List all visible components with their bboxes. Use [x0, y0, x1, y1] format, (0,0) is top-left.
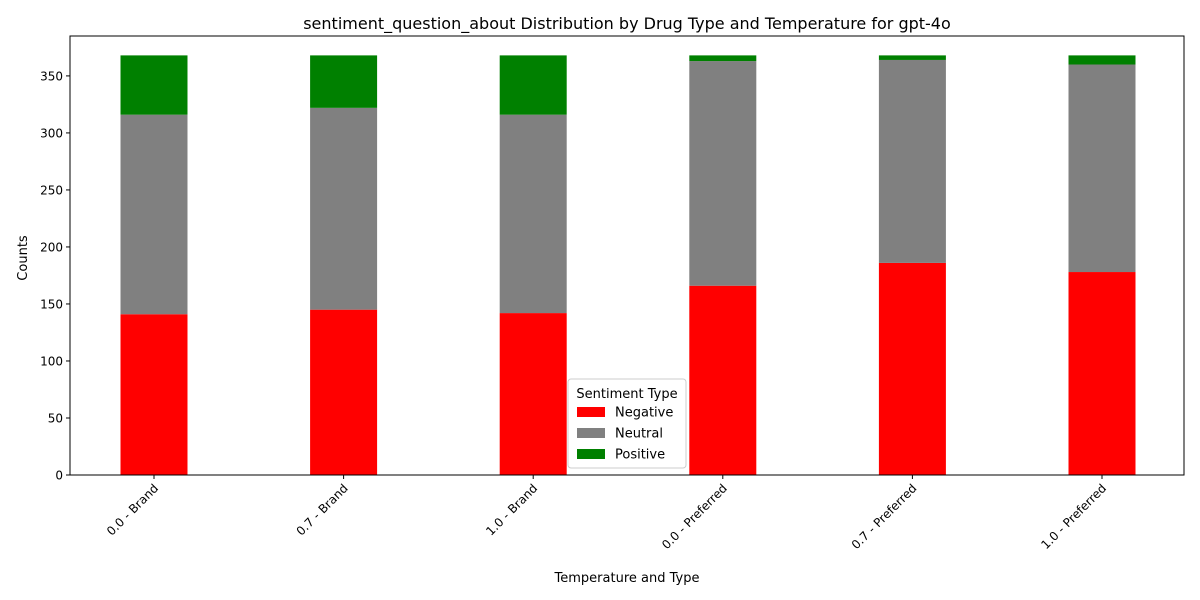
- legend-box: [567, 378, 687, 469]
- bar-positive: [120, 55, 188, 115]
- legend-label-neutral: Neutral: [615, 427, 663, 442]
- bar-negative: [499, 313, 567, 475]
- x-tick-label: 0.0 - Preferred: [659, 481, 730, 552]
- bar-negative: [878, 262, 946, 475]
- chart-title: sentiment_question_about Distribution by…: [303, 14, 951, 34]
- y-tick-label: 0: [55, 469, 63, 483]
- plot-area: 0 50 100 150 200 250 300 350 0.0 - Brand 0.7 - Br…: [40, 35, 1185, 552]
- plot-frame: [69, 35, 1185, 476]
- bar-negative: [1068, 272, 1136, 475]
- bar-neutral: [1068, 64, 1136, 273]
- bar-neutral: [310, 107, 378, 310]
- bar-neutral: [499, 114, 567, 314]
- x-axis-label: Temperature and Type: [554, 571, 700, 586]
- y-tick-label: 200: [40, 240, 63, 254]
- x-tick-label: 0.0 - Brand: [104, 481, 161, 538]
- x-tick-label: 0.7 - Preferred: [849, 481, 920, 552]
- bar-negative: [689, 285, 757, 475]
- legend-swatch-negative: [577, 407, 605, 417]
- bar-positive: [499, 55, 567, 115]
- legend: Sentiment Type Negative Neutral Positive: [567, 378, 687, 469]
- legend-swatch-neutral: [577, 428, 605, 438]
- bar-positive: [689, 55, 757, 62]
- bar-positive: [1068, 55, 1136, 65]
- bar-neutral: [878, 59, 946, 263]
- bar-neutral: [689, 61, 757, 286]
- bar-neutral: [120, 114, 188, 315]
- legend-title: Sentiment Type: [576, 387, 677, 402]
- x-tick-label: 1.0 - Preferred: [1038, 481, 1109, 552]
- y-tick-label: 150: [40, 297, 63, 311]
- y-tick-label: 100: [40, 354, 63, 368]
- bar-positive: [310, 55, 378, 108]
- x-tick-label: 0.7 - Brand: [294, 481, 351, 538]
- bar-positive: [878, 55, 946, 60]
- y-tick-label: 50: [48, 411, 63, 425]
- y-tick-label: 350: [40, 69, 63, 83]
- legend-label-negative: Negative: [615, 406, 673, 421]
- y-tick-label: 300: [40, 126, 63, 140]
- y-axis-label: Counts: [16, 235, 31, 281]
- legend-label-positive: Positive: [615, 448, 665, 463]
- legend-swatch-positive: [577, 449, 605, 459]
- y-tick-label: 250: [40, 183, 63, 197]
- bar-negative: [120, 314, 188, 475]
- x-tick-label: 1.0 - Brand: [483, 481, 540, 538]
- bar-negative: [310, 309, 378, 475]
